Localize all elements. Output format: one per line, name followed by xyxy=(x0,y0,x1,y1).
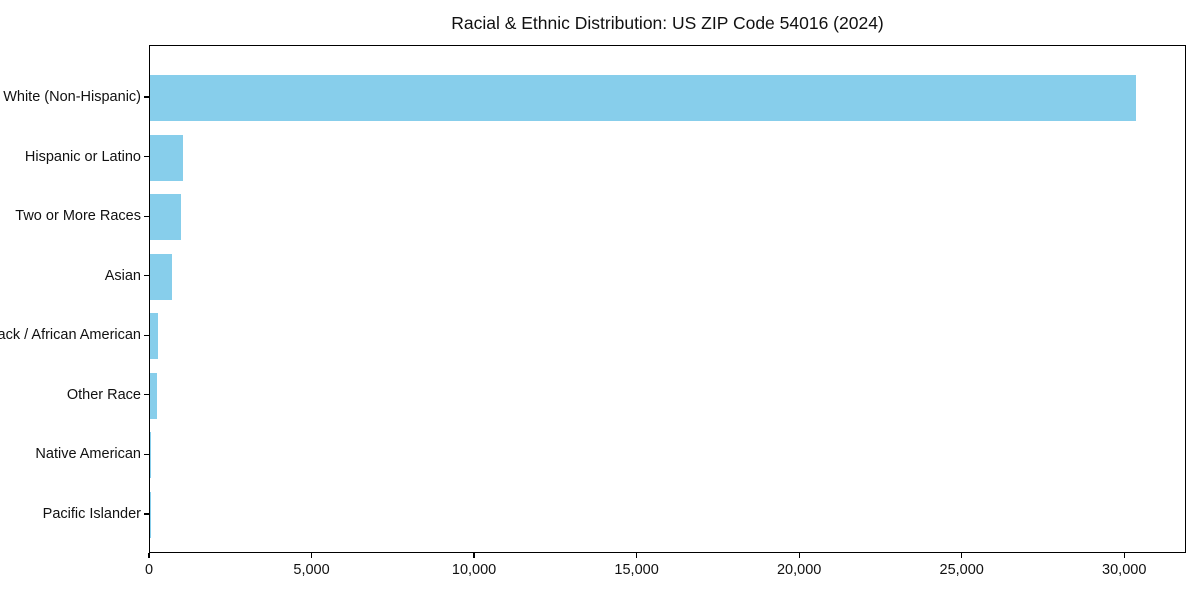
x-tick-mark xyxy=(798,553,800,558)
y-axis-label: Hispanic or Latino xyxy=(24,148,141,165)
y-tick-mark xyxy=(144,275,149,277)
bar-two-or-more-races xyxy=(150,194,181,241)
x-tick-mark xyxy=(636,553,638,558)
y-axis-label: Pacific Islander xyxy=(42,505,141,522)
y-axis-label: Native American xyxy=(35,446,141,463)
x-tick-label: 0 xyxy=(144,562,154,578)
y-axis-label: Black / African American xyxy=(0,327,141,344)
y-tick-mark xyxy=(144,334,149,336)
y-tick-mark xyxy=(144,394,149,396)
bar-native-american xyxy=(150,432,152,479)
x-tick-mark xyxy=(1123,553,1125,558)
y-tick-mark xyxy=(144,96,149,98)
bar-hispanic-or-latino xyxy=(150,134,183,181)
y-tick-mark xyxy=(144,453,149,455)
y-tick-mark xyxy=(144,215,149,217)
bar-other-race xyxy=(150,372,157,419)
y-axis-label: White (Non-Hispanic) xyxy=(3,89,141,105)
y-tick-mark xyxy=(144,155,149,158)
y-axis-label: Asian xyxy=(104,267,141,284)
y-tick-mark xyxy=(144,513,149,515)
x-tick-mark xyxy=(148,553,150,558)
y-axis-label: Other Race xyxy=(66,386,141,403)
bar-asian xyxy=(150,253,172,300)
bar-white-non-hispanic xyxy=(150,75,1136,121)
plot-area xyxy=(149,45,1186,553)
x-tick-label: 15,000 xyxy=(614,562,659,578)
x-tick-label: 5,000 xyxy=(293,562,330,578)
x-tick-label: 25,000 xyxy=(939,562,984,578)
x-tick-label: 20,000 xyxy=(776,562,822,578)
chart-title: Racial & Ethnic Distribution: US ZIP Cod… xyxy=(451,13,884,33)
x-tick-label: 30,000 xyxy=(1102,562,1147,578)
bar-black-african-american xyxy=(150,313,158,360)
x-tick-label: 10,000 xyxy=(451,562,497,578)
x-tick-mark xyxy=(310,553,313,558)
y-axis-label: Two or More Races xyxy=(15,208,141,225)
x-tick-mark xyxy=(473,553,475,558)
x-tick-mark xyxy=(961,553,963,558)
